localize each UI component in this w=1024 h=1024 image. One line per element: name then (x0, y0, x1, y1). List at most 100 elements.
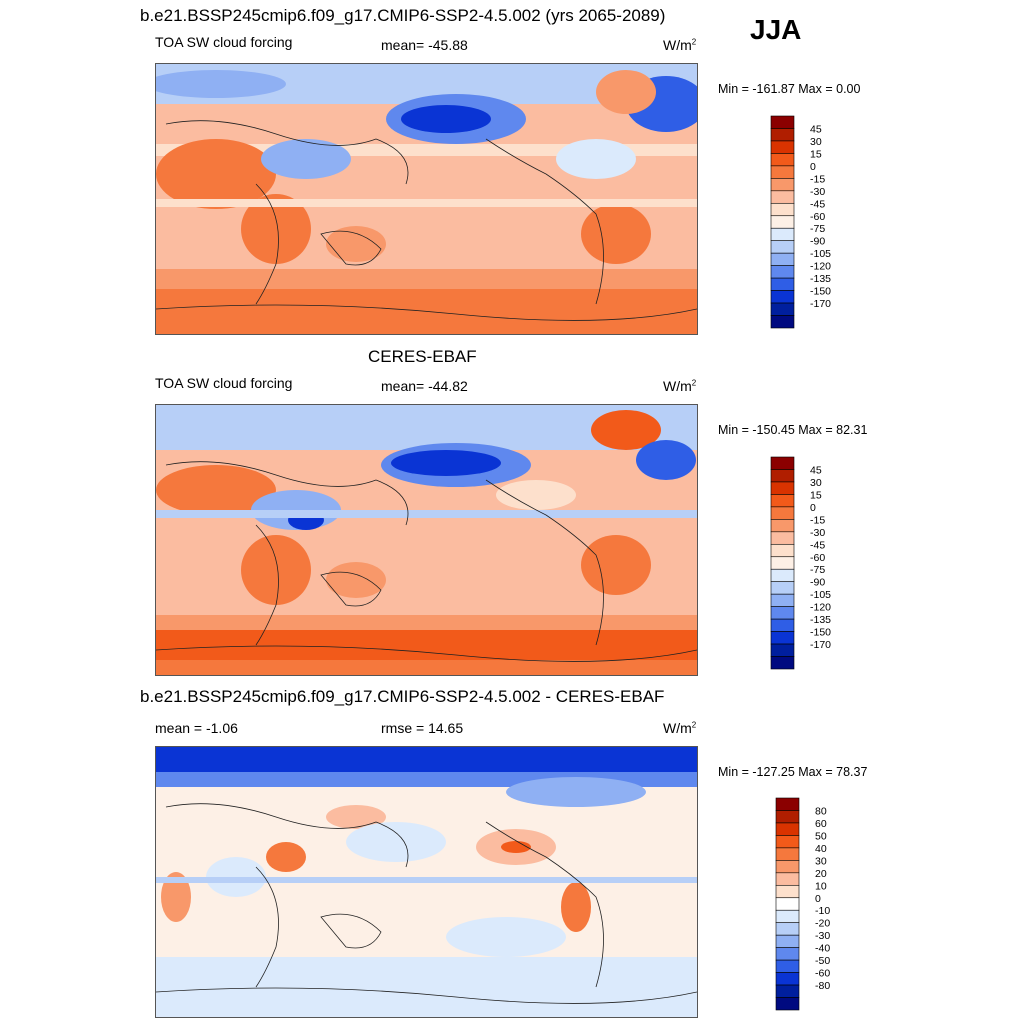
panel3-mean-label: mean = -1.06 (155, 720, 238, 736)
colorbar-tick-label: -15 (810, 514, 825, 526)
panel1-variable-label: TOA SW cloud forcing (155, 34, 293, 50)
colorbar-box (770, 302, 795, 316)
colorbar-box (775, 934, 800, 948)
colorbar-tick-label: -120 (810, 602, 831, 614)
colorbar-box (775, 959, 800, 973)
colorbar-tick-label: -150 (810, 286, 831, 298)
panel2-colorbar-labels: 4530150-15-30-45-60-75-90-105-120-135-15… (810, 464, 831, 651)
colorbar-tick-label: -60 (810, 552, 825, 564)
colorbar-box (770, 543, 795, 558)
colorbar-tick-label: -10 (815, 905, 830, 917)
colorbar-tick-label: 40 (815, 843, 827, 855)
colorbar-box (770, 593, 795, 607)
panel1-colorbar-labels: 4530150-15-30-45-60-75-90-105-120-135-15… (810, 123, 831, 310)
colorbar-tick-label: -150 (810, 627, 831, 639)
colorbar-box (775, 972, 800, 986)
panel1-colorbar: 4530150-15-30-45-60-75-90-105-120-135-15… (770, 115, 831, 329)
colorbar-tick-label: 30 (810, 136, 822, 148)
colorbar-box (775, 860, 800, 874)
colorbar-tick-label: -45 (810, 539, 825, 551)
colorbar-tick-label: 30 (815, 855, 827, 867)
colorbar-tick-label: 80 (815, 805, 827, 817)
colorbar-box (770, 190, 795, 204)
colorbar-tick-label: -80 (815, 980, 830, 992)
panel1-map (155, 63, 698, 335)
colorbar-box (770, 315, 795, 329)
colorbar-box (775, 922, 800, 936)
colorbar-tick-label: 0 (810, 161, 816, 173)
colorbar-tick-label: 15 (810, 148, 822, 160)
colorbar-box (770, 568, 795, 583)
colorbar-tick-label: 0 (815, 893, 821, 905)
panel1-title: b.e21.BSSP245cmip6.f09_g17.CMIP6-SSP2-4.… (140, 6, 666, 25)
colorbar-box (775, 847, 800, 861)
colorbar-tick-label: 50 (815, 830, 827, 842)
panel2-colorbar-boxes (770, 456, 795, 670)
colorbar-box (775, 872, 800, 886)
colorbar-tick-label: -60 (815, 968, 830, 980)
colorbar-box (770, 581, 795, 595)
colorbar-tick-label: -105 (810, 589, 831, 601)
colorbar-tick-label: -170 (810, 639, 831, 651)
colorbar-box (770, 656, 795, 670)
panel2-colorbar: 4530150-15-30-45-60-75-90-105-120-135-15… (770, 456, 831, 670)
panel1-units: W/m2 (663, 37, 697, 53)
colorbar-box (770, 290, 795, 304)
colorbar-box (770, 277, 795, 291)
colorbar-tick-label: -30 (810, 527, 825, 539)
panel3-map (155, 746, 698, 1018)
colorbar-box (775, 984, 800, 998)
colorbar-box (770, 165, 795, 179)
colorbar-box (770, 618, 795, 632)
colorbar-box (775, 909, 800, 924)
colorbar-tick-label: -60 (810, 211, 825, 223)
panel3-map-field (156, 747, 697, 1017)
colorbar-tick-label: 60 (815, 818, 827, 830)
colorbar-tick-label: -135 (810, 273, 831, 285)
colorbar-box (775, 897, 800, 911)
colorbar-box (770, 456, 795, 470)
colorbar-tick-label: -50 (815, 955, 830, 967)
colorbar-box (770, 252, 795, 266)
panel2-units: W/m2 (663, 378, 697, 394)
colorbar-tick-label: 45 (810, 123, 822, 135)
panel2-variable-label: TOA SW cloud forcing (155, 375, 293, 391)
panel3-minmax: Min = -127.25 Max = 78.37 (718, 765, 868, 779)
panel3-units: W/m2 (663, 720, 697, 736)
colorbar-box (770, 115, 795, 129)
panel3-rmse-label: rmse = 14.65 (381, 720, 464, 736)
colorbar-tick-label: -135 (810, 614, 831, 626)
panel2-minmax: Min = -150.45 Max = 82.31 (718, 423, 868, 437)
colorbar-tick-label: -45 (810, 198, 825, 210)
colorbar-tick-label: -20 (815, 918, 830, 930)
panel2-map (155, 404, 698, 676)
colorbar-box (775, 835, 800, 849)
colorbar-tick-label: -30 (815, 930, 830, 942)
colorbar-box (770, 481, 795, 495)
panel2-map-field (156, 405, 697, 675)
colorbar-tick-label: 0 (810, 502, 816, 514)
colorbar-box (770, 643, 795, 657)
colorbar-box (775, 822, 800, 836)
colorbar-tick-label: 45 (810, 464, 822, 476)
colorbar-box (775, 997, 800, 1011)
colorbar-box (770, 494, 795, 508)
colorbar-box (770, 140, 795, 154)
panel1-mean-label: mean= -45.88 (381, 37, 468, 53)
colorbar-box (770, 631, 795, 645)
colorbar-tick-label: -75 (810, 564, 825, 576)
colorbar-box (770, 519, 795, 533)
colorbar-tick-label: -170 (810, 298, 831, 310)
panel1-colorbar-boxes (770, 115, 795, 329)
colorbar-tick-label: -40 (815, 943, 830, 955)
colorbar-tick-label: -90 (810, 577, 825, 589)
colorbar-box (770, 240, 795, 254)
panel3-colorbar-boxes (775, 797, 800, 1011)
colorbar-box (770, 531, 795, 545)
season-label: JJA (750, 14, 802, 45)
panel3-title: b.e21.BSSP245cmip6.f09_g17.CMIP6-SSP2-4.… (140, 687, 665, 706)
panel2-mean-label: mean= -44.82 (381, 378, 468, 394)
colorbar-box (770, 265, 795, 279)
panel1-map-field (156, 64, 697, 334)
